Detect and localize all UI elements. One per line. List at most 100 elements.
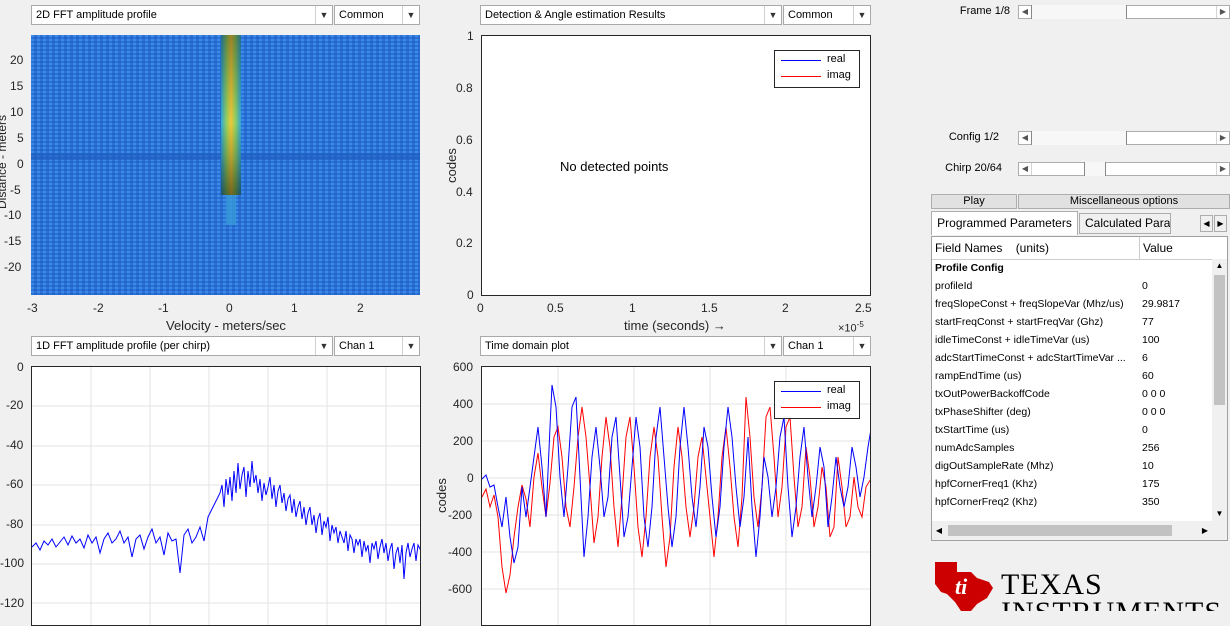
ytick: 1: [467, 29, 474, 43]
config-slider[interactable]: ◀ ▶: [1018, 131, 1230, 145]
ytick: 10: [10, 105, 24, 119]
field-name: idleTimeConst + idleTimeVar (us): [935, 334, 1090, 346]
table-row[interactable]: txStartTime (us) 0: [932, 421, 1212, 439]
mode-dropdown-2d[interactable]: Common ▼: [334, 5, 420, 25]
table-row[interactable]: startFreqConst + startFreqVar (Ghz) 77: [932, 313, 1212, 331]
channel-dropdown-timedomain[interactable]: Chan 1 ▼: [783, 336, 871, 356]
field-value: 256: [1142, 442, 1160, 454]
scroll-up-icon[interactable]: ▲: [1215, 261, 1224, 270]
legend-line-imag: [781, 407, 821, 408]
col-header-field[interactable]: Field Names (units): [935, 241, 1050, 255]
plot-type-dropdown-1d[interactable]: 1D FFT amplitude profile (per chirp) ▼: [31, 336, 333, 356]
field-name: txOutPowerBackoffCode: [935, 388, 1050, 400]
dropdown-value: Chan 1: [339, 340, 375, 352]
ytick: 0: [17, 157, 24, 171]
ytick: 200: [453, 434, 474, 448]
exponent-base: ×10: [838, 322, 857, 335]
table-header: Field Names (units) Value: [932, 237, 1212, 260]
field-value: 0 0 0: [1142, 388, 1166, 400]
vertical-scrollbar[interactable]: ▲ ▼: [1212, 259, 1227, 521]
misc-options-button[interactable]: Miscellaneous options: [1018, 194, 1230, 209]
field-name: profileId: [935, 280, 973, 292]
xtick: -1: [158, 301, 169, 315]
logo-text-line2: INSTRUMENTS: [1001, 596, 1222, 611]
heatmap-graphic: [31, 35, 420, 295]
ytick: -40: [6, 438, 24, 452]
x-axis-exponent: ×10-5: [838, 320, 864, 335]
scroll-right-icon[interactable]: ▶: [1201, 526, 1209, 535]
col-header-value[interactable]: Value: [1143, 241, 1173, 255]
ytick: -20: [4, 260, 22, 274]
frame-slider[interactable]: ◀ ▶: [1018, 5, 1230, 19]
tab-programmed-parameters[interactable]: Programmed Parameters: [931, 211, 1078, 235]
real-trace: [482, 384, 870, 564]
tab-scroll-right-icon[interactable]: ▶: [1214, 215, 1227, 232]
ytick: 600: [453, 360, 474, 374]
right-arrow-icon[interactable]: ▶: [1216, 163, 1229, 175]
scroll-thumb[interactable]: [948, 525, 1172, 536]
ytick: 0: [467, 471, 474, 485]
field-value: 0: [1142, 280, 1148, 292]
chevron-down-icon: ▼: [315, 337, 332, 355]
chevron-down-icon: ▼: [315, 6, 332, 24]
ytick: 0: [467, 288, 474, 302]
table-row[interactable]: rampEndTime (us) 60: [932, 367, 1212, 385]
scroll-thumb[interactable]: [1214, 275, 1225, 405]
table-row[interactable]: adcStartTimeConst + adcStartTimeVar ... 6: [932, 349, 1212, 367]
chirp-slider[interactable]: ◀ ▶: [1018, 162, 1230, 176]
table-row[interactable]: freqSlopeConst + freqSlopeVar (Mhz/us) 29…: [932, 295, 1212, 313]
config-label: Config 1/2: [948, 131, 999, 143]
table-row[interactable]: digOutSampleRate (Mhz) 10: [932, 457, 1212, 475]
table-row[interactable]: txPhaseShifter (deg) 0 0 0: [932, 403, 1212, 421]
plot-type-dropdown-2d[interactable]: 2D FFT amplitude profile ▼: [31, 5, 333, 25]
horizontal-scrollbar[interactable]: ◀ ▶: [932, 521, 1227, 540]
time-domain-plot-area: real imag: [481, 366, 871, 626]
slider-thumb[interactable]: [1084, 162, 1106, 176]
scroll-down-icon[interactable]: ▼: [1215, 509, 1224, 518]
right-arrow-icon[interactable]: ▶: [1216, 132, 1229, 144]
play-button[interactable]: Play: [931, 194, 1017, 209]
legend-label-real: real: [827, 53, 846, 65]
ti-logo: ti TEXAS INSTRUMENTS: [931, 558, 1230, 611]
imag-trace: [482, 396, 870, 594]
xtick: 1: [291, 301, 298, 315]
xtick: 1: [629, 301, 636, 315]
ytick: 400: [453, 397, 474, 411]
plot-type-dropdown-timedomain[interactable]: Time domain plot ▼: [480, 336, 782, 356]
table-row[interactable]: profileId 0: [932, 277, 1212, 295]
field-value: 0: [1142, 424, 1148, 436]
field-name: freqSlopeConst + freqSlopeVar (Mhz/us): [935, 298, 1124, 310]
left-arrow-icon[interactable]: ◀: [1019, 163, 1032, 175]
ytick: -80: [6, 517, 24, 531]
xtick: 2: [782, 301, 789, 315]
tab-scroll-left-icon[interactable]: ◀: [1200, 215, 1213, 232]
field-value: 10: [1142, 460, 1154, 472]
channel-dropdown-1d[interactable]: Chan 1 ▼: [334, 336, 420, 356]
table-row[interactable]: numAdcSamples 256: [932, 439, 1212, 457]
ytick: -10: [4, 208, 22, 222]
chevron-down-icon: ▼: [853, 337, 870, 355]
logo-text-line1: TEXAS: [1001, 568, 1103, 601]
mode-dropdown-detection[interactable]: Common ▼: [783, 5, 871, 25]
legend-label-imag: imag: [827, 400, 851, 412]
no-detected-points-message: No detected points: [560, 159, 669, 174]
field-name: rampEndTime (us): [935, 370, 1022, 382]
table-row[interactable]: hpfCornerFreq1 (Khz) 175: [932, 475, 1212, 493]
tab-calculated-parameters[interactable]: Calculated Parame...: [1079, 213, 1171, 234]
table-row[interactable]: hpfCornerFreq2 (Khz) 350: [932, 493, 1212, 511]
ytick: -5: [10, 183, 21, 197]
table-row[interactable]: idleTimeConst + idleTimeVar (us) 100: [932, 331, 1212, 349]
slider-thumb[interactable]: [1031, 5, 1127, 19]
scroll-left-icon[interactable]: ◀: [935, 526, 943, 535]
table-row[interactable]: txOutPowerBackoffCode 0 0 0: [932, 385, 1212, 403]
ytick: -100: [0, 556, 25, 570]
field-value: 100: [1142, 334, 1160, 346]
y-axis-label: codes: [443, 148, 459, 183]
slider-thumb[interactable]: [1031, 131, 1127, 145]
field-name: startFreqConst + startFreqVar (Ghz): [935, 316, 1104, 328]
plot-type-dropdown-detection[interactable]: Detection & Angle estimation Results ▼: [480, 5, 782, 25]
section-row: Profile Config: [932, 259, 1212, 277]
right-arrow-icon[interactable]: ▶: [1216, 6, 1229, 18]
field-name: txPhaseShifter (deg): [935, 406, 1031, 418]
ytick: 0.2: [456, 236, 473, 250]
